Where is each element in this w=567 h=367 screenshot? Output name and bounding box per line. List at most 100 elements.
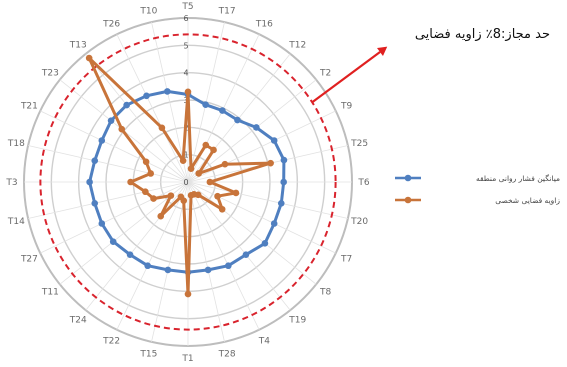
series-point (157, 212, 165, 220)
series-point (142, 158, 150, 166)
series-point (195, 170, 202, 177)
series-point (179, 157, 187, 164)
grid-spoke (59, 181, 189, 285)
grid-spoke (187, 181, 260, 330)
series-point (164, 266, 172, 274)
grid-spoke (187, 79, 317, 183)
grid-spoke (151, 22, 189, 183)
legend-marker (404, 174, 412, 182)
category-label: T26 (102, 19, 120, 29)
category-label: T14 (7, 217, 25, 227)
ring-value-label: 0 (183, 178, 188, 187)
series-point (127, 178, 134, 186)
series-point (225, 262, 232, 270)
grid-spoke (116, 181, 189, 330)
category-label: T2 (319, 68, 331, 78)
series-point (221, 160, 229, 168)
category-label: T3 (5, 178, 17, 188)
series-point (210, 146, 217, 154)
category-label: T4 (258, 337, 270, 347)
grid-spoke (151, 181, 189, 342)
series-point (280, 178, 287, 186)
series-point (214, 192, 221, 200)
category-label: T28 (218, 350, 236, 360)
series-point (91, 199, 99, 207)
category-label: T1 (181, 354, 193, 364)
series-point (202, 101, 209, 109)
series-point (218, 205, 226, 213)
category-label: T5 (181, 2, 193, 12)
grid-spoke (40, 110, 189, 183)
grid-spoke (85, 53, 189, 183)
grid-spoke (187, 181, 317, 285)
series-point (85, 54, 93, 62)
ring-value-label: 1 (183, 151, 188, 160)
series-point (144, 262, 151, 270)
category-label: T13 (69, 40, 87, 50)
series-point (234, 116, 241, 124)
series-point (147, 170, 154, 177)
series-point (107, 117, 115, 124)
series-point (253, 124, 260, 131)
ring-value-label: 5 (183, 41, 188, 50)
grid-spoke (40, 181, 189, 254)
series-point (267, 159, 274, 167)
category-label: T7 (340, 254, 352, 264)
series-point (270, 220, 278, 227)
series-point (143, 92, 150, 100)
annotation-arrow-head (377, 46, 388, 57)
series-point (164, 88, 171, 95)
series-point (206, 178, 214, 186)
series-point (91, 157, 99, 165)
series-point (142, 188, 149, 196)
grid-spoke (28, 181, 189, 219)
grid-spoke (187, 181, 336, 254)
grid-spoke (85, 181, 189, 311)
series-point (167, 192, 175, 199)
series-point (187, 192, 195, 199)
threshold-annotation: حد مجاز:8٪ زاویه فضایی (415, 27, 550, 42)
series-point (123, 101, 130, 109)
grid-spoke (187, 181, 348, 219)
category-label: T18 (7, 139, 25, 149)
annotation-arrow (311, 51, 381, 104)
series-point (187, 165, 195, 172)
series-point (242, 251, 250, 258)
category-label: T12 (288, 40, 306, 50)
series-point (98, 137, 106, 144)
category-label: T6 (357, 178, 369, 188)
category-label: T8 (319, 288, 331, 298)
grid-spoke (116, 34, 189, 183)
category-label: T21 (20, 102, 38, 112)
category-label: T9 (340, 102, 352, 112)
category-label: T20 (350, 217, 368, 227)
ring-value-label: 6 (183, 14, 188, 23)
category-label: T27 (20, 254, 38, 264)
series-point (184, 290, 192, 298)
series-point (118, 125, 126, 133)
series-point (277, 199, 285, 207)
category-label: T10 (139, 6, 157, 16)
category-label: T15 (139, 350, 157, 360)
category-label: T19 (288, 316, 306, 326)
grid-spoke (187, 181, 291, 311)
category-label: T23 (41, 68, 59, 78)
series-point (177, 193, 185, 201)
grid-spoke (28, 145, 189, 183)
series-point (232, 189, 240, 197)
legend-label: میانگین فشار روانی منطقه (476, 174, 560, 183)
ring-value-label: 4 (183, 69, 188, 78)
legend-marker (404, 196, 412, 204)
series-point (261, 240, 269, 247)
series-point (158, 124, 166, 132)
category-label: T16 (255, 19, 273, 29)
category-label: T24 (69, 316, 87, 326)
series-point (202, 141, 210, 149)
series-point (98, 220, 106, 227)
series-point (109, 238, 117, 245)
threshold-circle (39, 33, 337, 331)
series-point (150, 195, 157, 202)
series-point (86, 178, 93, 186)
